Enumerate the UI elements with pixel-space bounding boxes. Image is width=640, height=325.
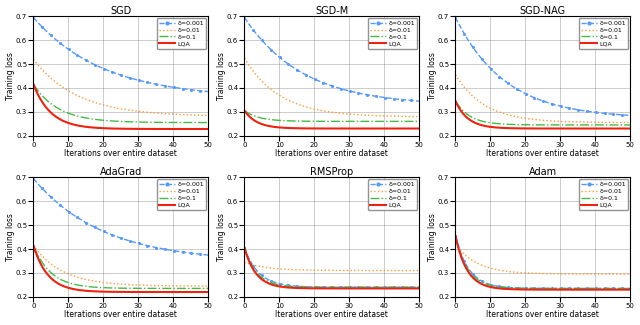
Legend: δ=0.001, δ=0.01, δ=0.1, LQA: δ=0.001, δ=0.01, δ=0.1, LQA bbox=[579, 18, 628, 49]
Y-axis label: Training loss: Training loss bbox=[6, 52, 15, 100]
Legend: δ=0.001, δ=0.01, δ=0.1, LQA: δ=0.001, δ=0.01, δ=0.1, LQA bbox=[368, 179, 417, 210]
Title: SGD-M: SGD-M bbox=[315, 6, 348, 16]
Legend: δ=0.001, δ=0.01, δ=0.1, LQA: δ=0.001, δ=0.01, δ=0.1, LQA bbox=[157, 18, 206, 49]
Title: RMSProp: RMSProp bbox=[310, 167, 353, 177]
Legend: δ=0.001, δ=0.01, δ=0.1, LQA: δ=0.001, δ=0.01, δ=0.1, LQA bbox=[368, 18, 417, 49]
Y-axis label: Training loss: Training loss bbox=[428, 213, 436, 261]
X-axis label: Iterations over entire dataset: Iterations over entire dataset bbox=[64, 310, 177, 319]
Title: SGD-NAG: SGD-NAG bbox=[520, 6, 566, 16]
Title: AdaGrad: AdaGrad bbox=[100, 167, 142, 177]
Title: SGD: SGD bbox=[110, 6, 131, 16]
X-axis label: Iterations over entire dataset: Iterations over entire dataset bbox=[275, 149, 388, 158]
Title: Adam: Adam bbox=[529, 167, 557, 177]
X-axis label: Iterations over entire dataset: Iterations over entire dataset bbox=[64, 149, 177, 158]
Y-axis label: Training loss: Training loss bbox=[216, 52, 225, 100]
X-axis label: Iterations over entire dataset: Iterations over entire dataset bbox=[275, 310, 388, 319]
Y-axis label: Training loss: Training loss bbox=[216, 213, 225, 261]
X-axis label: Iterations over entire dataset: Iterations over entire dataset bbox=[486, 149, 599, 158]
X-axis label: Iterations over entire dataset: Iterations over entire dataset bbox=[486, 310, 599, 319]
Y-axis label: Training loss: Training loss bbox=[428, 52, 436, 100]
Legend: δ=0.001, δ=0.01, δ=0.1, LQA: δ=0.001, δ=0.01, δ=0.1, LQA bbox=[579, 179, 628, 210]
Legend: δ=0.001, δ=0.01, δ=0.1, LQA: δ=0.001, δ=0.01, δ=0.1, LQA bbox=[157, 179, 206, 210]
Y-axis label: Training loss: Training loss bbox=[6, 213, 15, 261]
